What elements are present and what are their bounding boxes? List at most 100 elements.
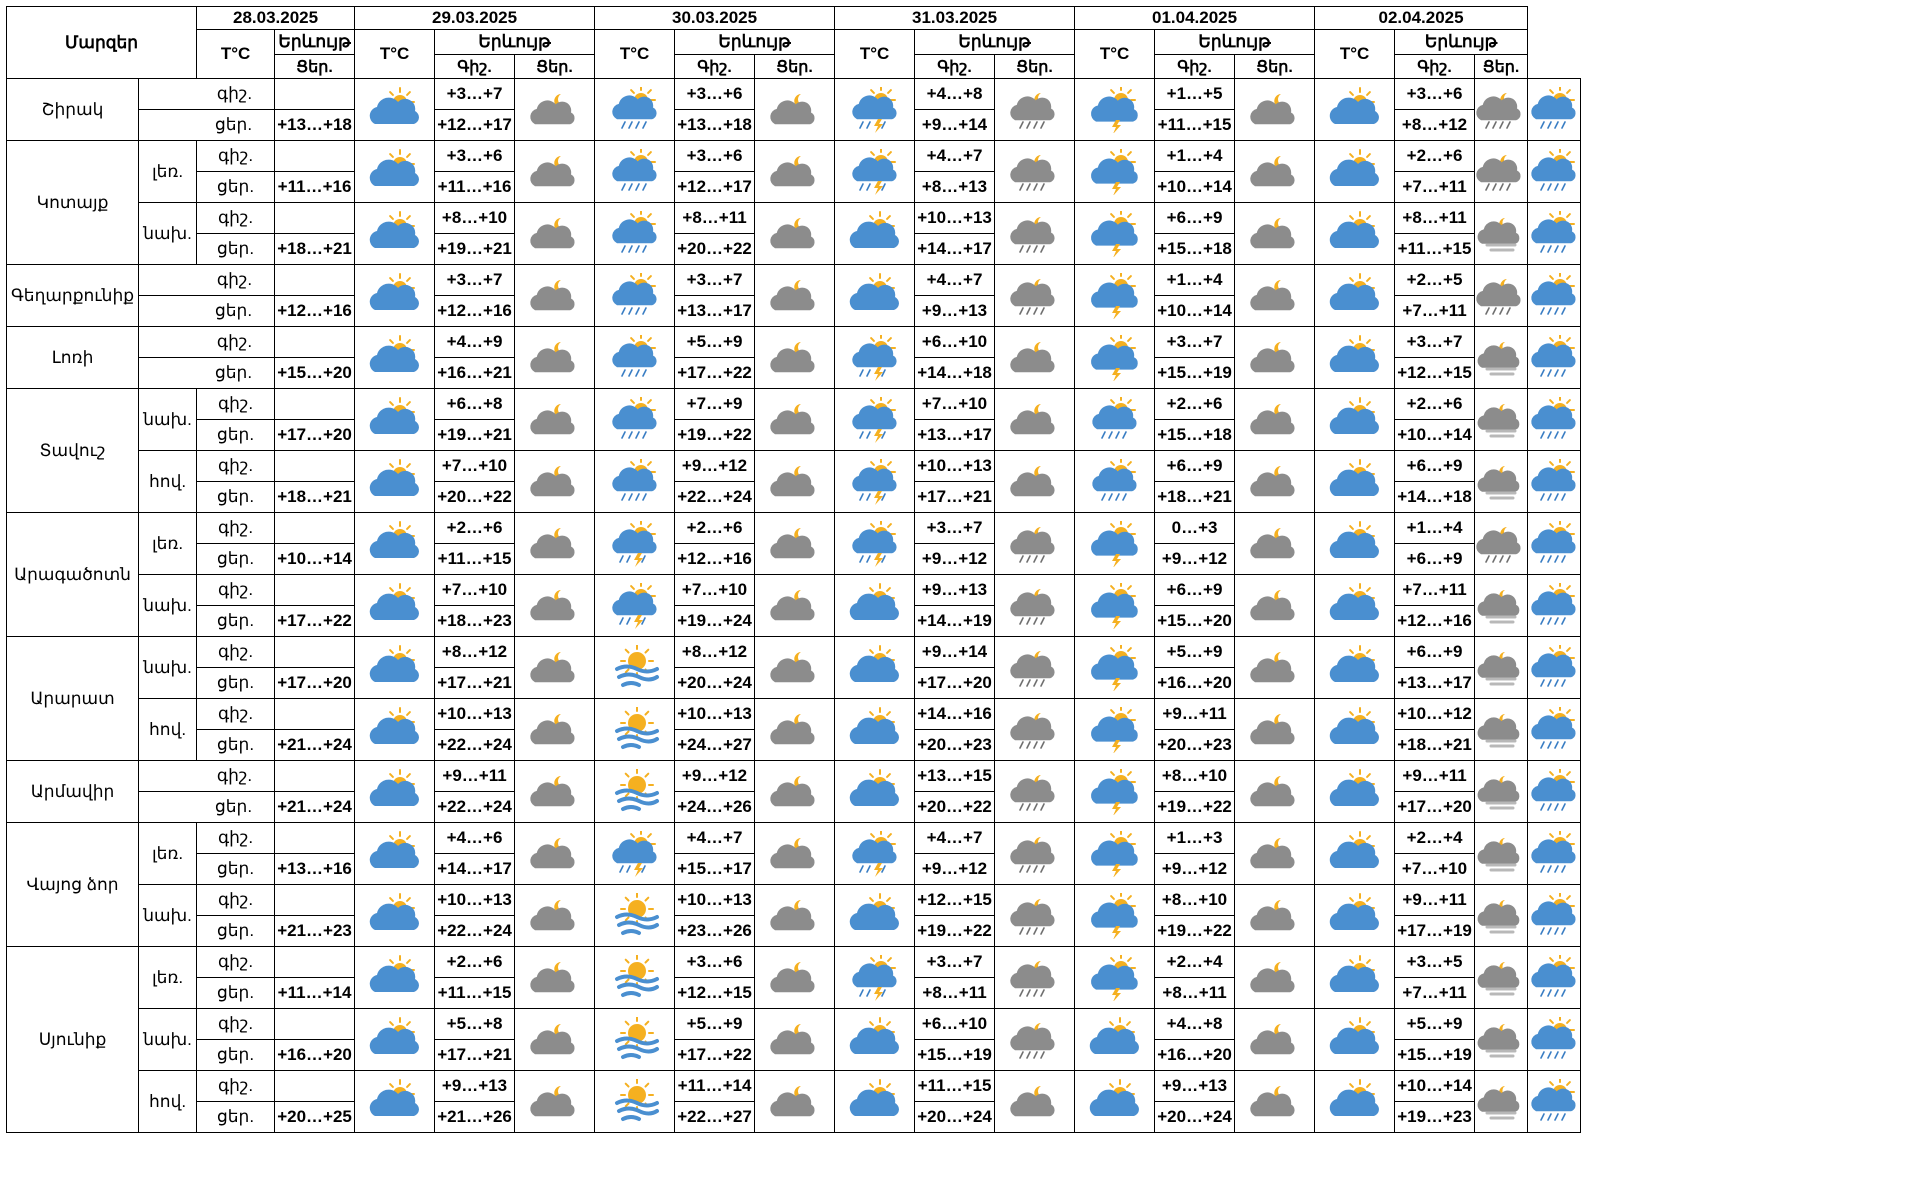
night-temp [274,1008,356,1040]
cloudy-night-icon [514,450,596,513]
partly-sunny-icon [354,388,436,451]
time-label-day: ցեր. [196,1101,276,1133]
cloud-storm-icon [1074,140,1156,203]
day-temp: +11…+14 [274,977,356,1009]
day-temp: +23…+26 [674,915,756,947]
night-temp: +3…+7 [434,264,516,296]
cloudy-night-icon [754,946,836,1009]
day-header: Ցեր. [1234,54,1316,79]
night-fog-icon [1474,884,1529,947]
night-temp: +8…+12 [434,636,516,668]
partly-sunny-icon [354,574,436,637]
cloudy-night-icon [514,822,596,885]
night-temp [274,512,356,544]
temp-header: T°C [1074,29,1156,79]
night-temp: +3…+6 [434,140,516,172]
night-rain-icon [994,574,1076,637]
cloudy-night-icon [754,574,836,637]
night-temp: +7…+10 [674,574,756,606]
cloudy-night-icon [514,884,596,947]
partly-sunny-icon [354,326,436,389]
time-label-day: ցեր. [138,109,276,141]
day-temp: +20…+24 [674,667,756,699]
temp-header: T°C [196,29,276,79]
date-header: 29.03.2025 [354,6,596,30]
night-temp: +6…+9 [1154,574,1236,606]
night-header: Գիշ. [1394,54,1476,79]
time-label-night: գիշ. [196,946,276,978]
night-temp: +12…+15 [914,884,996,916]
cloudy-night-icon [514,1070,596,1133]
sun-rain-icon [1527,264,1582,327]
day-temp: +8…+12 [1394,109,1476,141]
time-label-night: գիշ. [196,884,276,916]
cloudy-night-icon [754,822,836,885]
partly-sunny-icon [834,1070,916,1133]
night-temp: +7…+10 [434,574,516,606]
time-label-night: գիշ. [138,264,276,296]
day-temp: +19…+23 [1394,1101,1476,1133]
time-label-night: գիշ. [196,574,276,606]
night-temp [274,698,356,730]
cloud-storm-icon [1074,78,1156,141]
sun-rain-icon [1074,388,1156,451]
day-temp: +20…+22 [914,791,996,823]
night-fog-icon [1474,1070,1529,1133]
day-temp: +16…+20 [1154,667,1236,699]
time-label-night: գիշ. [196,1008,276,1040]
night-temp: +8…+10 [1154,760,1236,792]
day-temp: +19…+21 [434,419,516,451]
sun-rain-icon [1527,946,1582,1009]
time-label-night: գիշ. [196,512,276,544]
time-label-day: ցեր. [138,295,276,327]
night-temp: +11…+15 [914,1070,996,1102]
day-temp: +13…+17 [674,295,756,327]
cloud-storm-icon [1074,698,1156,761]
night-header: Գիշ. [674,54,756,79]
time-label-night: գիշ. [196,202,276,234]
day-temp: +20…+23 [1154,729,1236,761]
cloudy-night-icon [754,140,836,203]
time-label-day: ցեր. [196,233,276,265]
night-temp [274,388,356,420]
day-temp: +19…+22 [1154,915,1236,947]
day-temp: +9…+12 [914,543,996,575]
night-temp: +2…+4 [1394,822,1476,854]
cloudy-night-icon [514,202,596,265]
partly-sunny-icon [354,946,436,1009]
time-label-day: ցեր. [196,543,276,575]
day-header: Ցեր. [754,54,836,79]
day-temp: +17…+22 [674,357,756,389]
night-temp: +3…+6 [674,140,756,172]
night-fog-icon [1474,946,1529,1009]
time-label-night: գիշ. [138,78,276,110]
night-temp: +9…+12 [674,760,756,792]
cloudy-night-icon [754,636,836,699]
region-name: Արարատ [5,636,140,761]
cloud-storm-icon [1074,326,1156,389]
night-temp: +3…+7 [674,264,756,296]
partly-sunny-icon [1314,264,1396,327]
day-temp: +22…+27 [674,1101,756,1133]
zone-label: նախ. [138,884,198,947]
partly-sunny-icon [1314,450,1396,513]
time-label-day: ցեր. [196,853,276,885]
day-temp: +21…+24 [274,791,356,823]
sun-rain-icon [1527,822,1582,885]
day-temp: +11…+16 [434,171,516,203]
day-temp: +16…+21 [434,357,516,389]
zone-label: հով. [138,450,198,513]
night-temp [274,946,356,978]
night-temp: +6…+9 [1154,202,1236,234]
sun-storm-icon [834,78,916,141]
sun-storm-icon [834,326,916,389]
night-header: Գիշ. [1154,54,1236,79]
day-temp: +17…+20 [914,667,996,699]
sun-storm-icon [834,140,916,203]
day-temp: +13…+17 [914,419,996,451]
cloud-storm-icon [1074,822,1156,885]
night-fog-icon [1474,1008,1529,1071]
night-temp: +4…+7 [914,264,996,296]
cloudy-night-icon [754,760,836,823]
time-label-day: ցեր. [196,1039,276,1071]
